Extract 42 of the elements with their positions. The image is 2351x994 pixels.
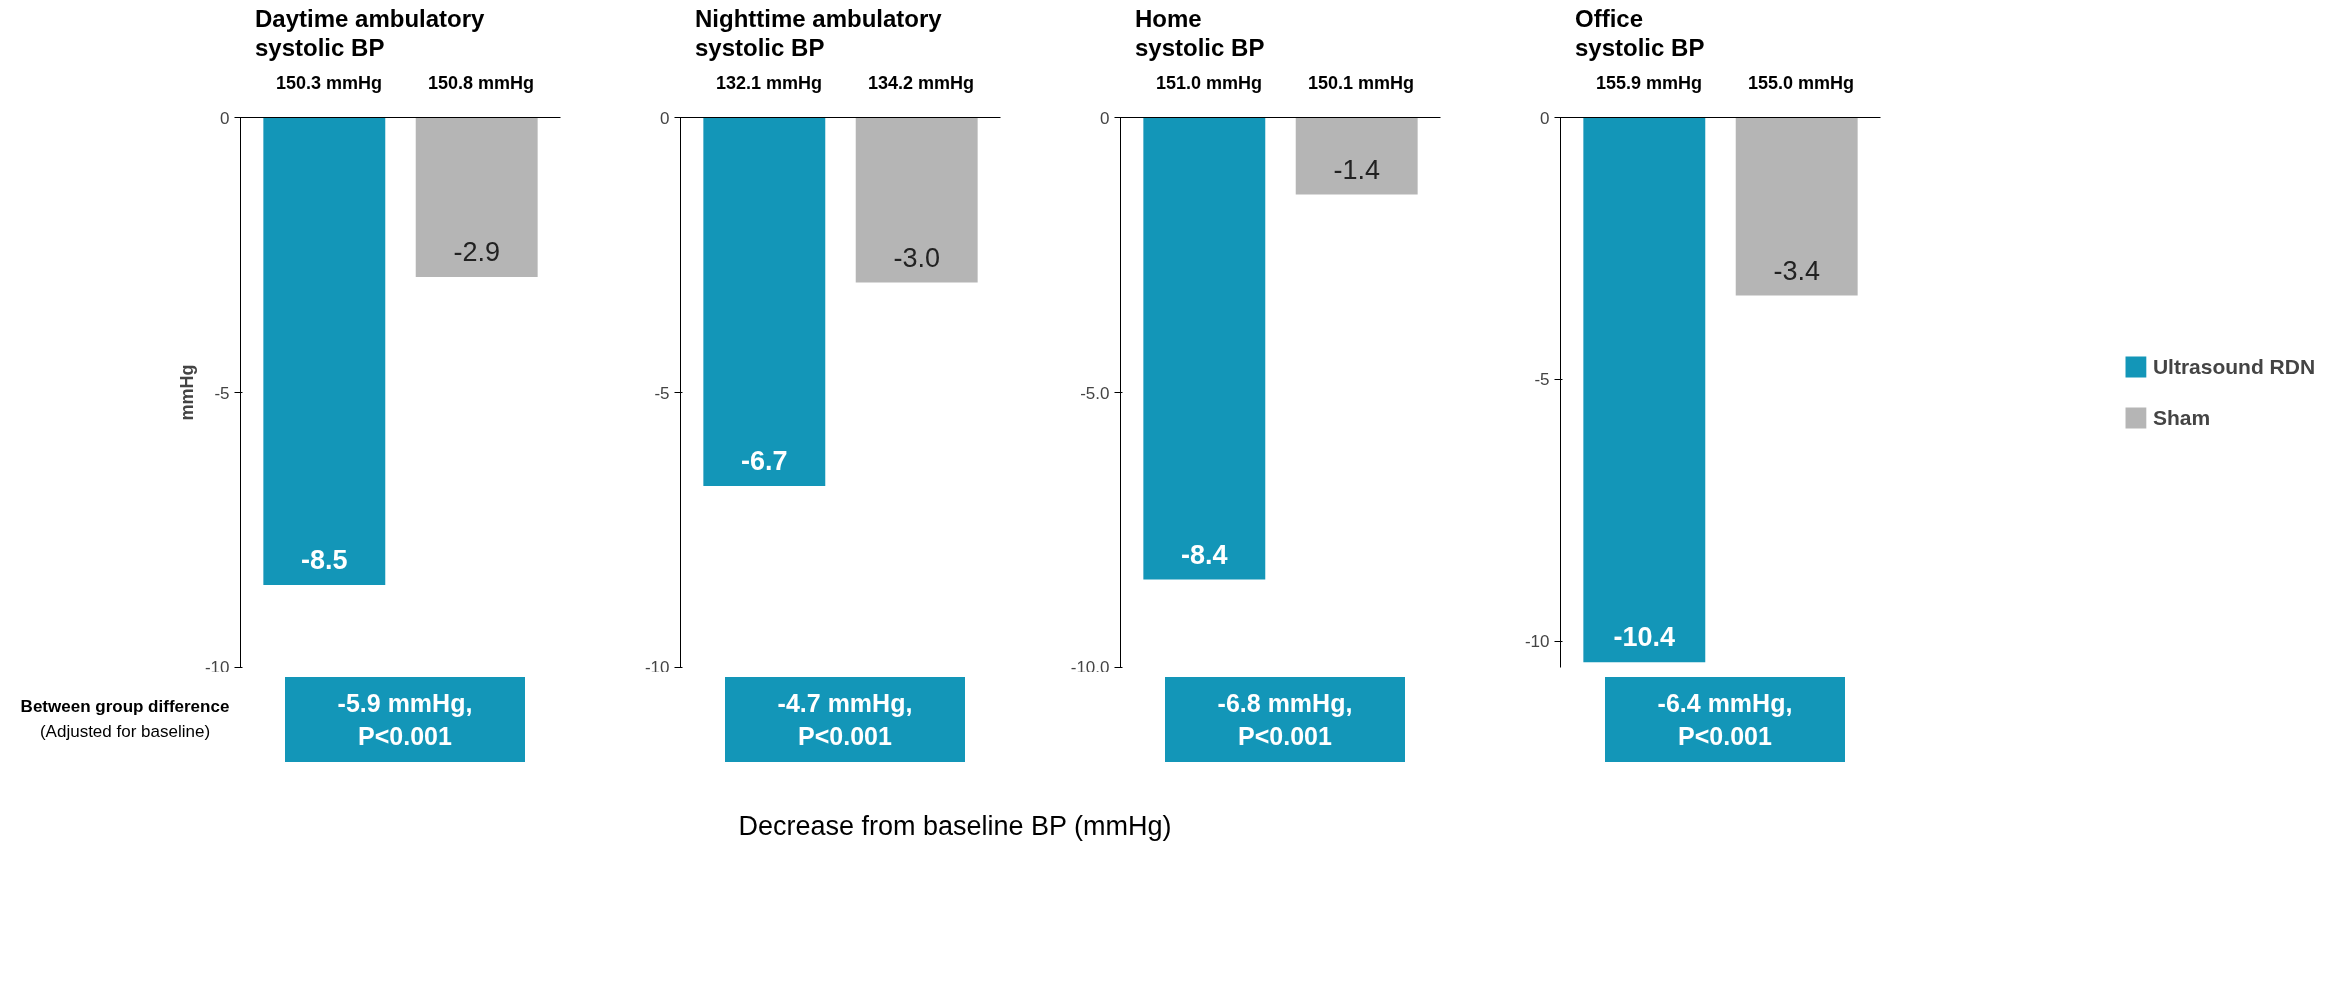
y-tick-label: -5	[654, 383, 670, 403]
y-tick-label: -10	[1524, 632, 1550, 652]
chart-title: Home systolic BP	[1135, 5, 1265, 63]
y-tick-label: 0	[660, 108, 670, 128]
y-tick-label: -10	[204, 657, 230, 677]
y-tick-label: 0	[220, 108, 230, 128]
y-tick-label: -10.0	[1070, 657, 1110, 677]
text: 134.2 mmHg	[866, 72, 976, 95]
text: -5.9 mmHg, P<0.001	[285, 677, 525, 762]
legend-label: Sham	[2152, 405, 2211, 430]
text: Between group difference	[20, 697, 230, 717]
text: 150.1 mmHg	[1306, 72, 1416, 95]
text: Decrease from baseline BP (mmHg)	[737, 810, 1173, 843]
y-tick-label: -10	[644, 657, 670, 677]
data-label: -8.5	[301, 545, 348, 575]
text: 155.0 mmHg	[1746, 72, 1856, 95]
y-tick-label: 0	[1540, 108, 1550, 128]
text: 151.0 mmHg	[1154, 72, 1264, 95]
y-tick-label: 0	[1100, 108, 1110, 128]
data-label: -3.4	[1773, 255, 1820, 286]
data-label: -1.4	[1333, 154, 1380, 185]
text: 150.8 mmHg	[426, 72, 536, 95]
text: -6.4 mmHg, P<0.001	[1605, 677, 1845, 762]
text: 155.9 mmHg	[1594, 72, 1704, 95]
y-tick-label: -5	[1534, 370, 1550, 390]
chart-title: Office systolic BP	[1575, 5, 1705, 63]
y-tick-label: -5	[214, 383, 230, 403]
data-label: -3.0	[893, 242, 940, 273]
text: (Adjusted for baseline)	[39, 721, 211, 741]
data-label: -2.9	[453, 237, 500, 267]
chart-title: Daytime ambulatory systolic BP	[255, 5, 485, 63]
text: -4.7 mmHg, P<0.001	[725, 677, 965, 762]
text: -6.8 mmHg, P<0.001	[1165, 677, 1405, 762]
chart-title: Nighttime ambulatory systolic BP	[695, 5, 942, 63]
text: 150.3 mmHg	[274, 72, 384, 95]
legend-label: Ultrasound RDN	[2152, 354, 2316, 379]
data-label: -8.4	[1181, 539, 1228, 570]
data-label: -10.4	[1613, 622, 1676, 653]
text: 132.1 mmHg	[714, 72, 824, 95]
y-axis-title: mmHg	[176, 364, 197, 421]
data-label: -6.7	[741, 446, 788, 476]
y-tick-label: -5.0	[1080, 383, 1110, 403]
